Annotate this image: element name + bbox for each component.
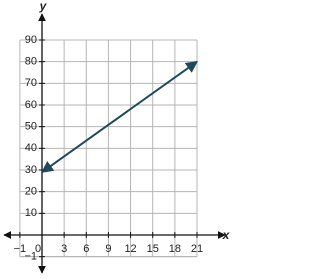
x-tick-label: 3 [61, 243, 67, 255]
y-tick-label: 80 [25, 56, 37, 68]
y-tick-label: −1 [24, 251, 37, 263]
y-tick-label: 30 [25, 164, 37, 176]
x-tick-label: 6 [83, 243, 89, 255]
grid [19, 39, 198, 258]
y-tick-label: 60 [25, 99, 37, 111]
y-axis-label: y [39, 0, 48, 13]
y-tick-label: 50 [25, 121, 37, 133]
x-tick-label: 15 [147, 243, 159, 255]
y-tick-label: 70 [25, 77, 37, 89]
x-tick-label: 18 [169, 243, 181, 255]
x-tick-label: 0 [35, 243, 41, 255]
x-tick-label: −1 [14, 243, 27, 255]
x-tick-label: 12 [124, 243, 136, 255]
y-tick-label: 90 [25, 34, 37, 46]
x-axis-label: x [222, 228, 230, 242]
y-tick-label: 40 [25, 142, 37, 154]
y-tick-label: 10 [25, 207, 37, 219]
y-tick-label: 20 [25, 186, 37, 198]
x-tick-label: 9 [105, 243, 111, 255]
x-tick-label: 21 [191, 243, 203, 255]
line [41, 60, 198, 173]
